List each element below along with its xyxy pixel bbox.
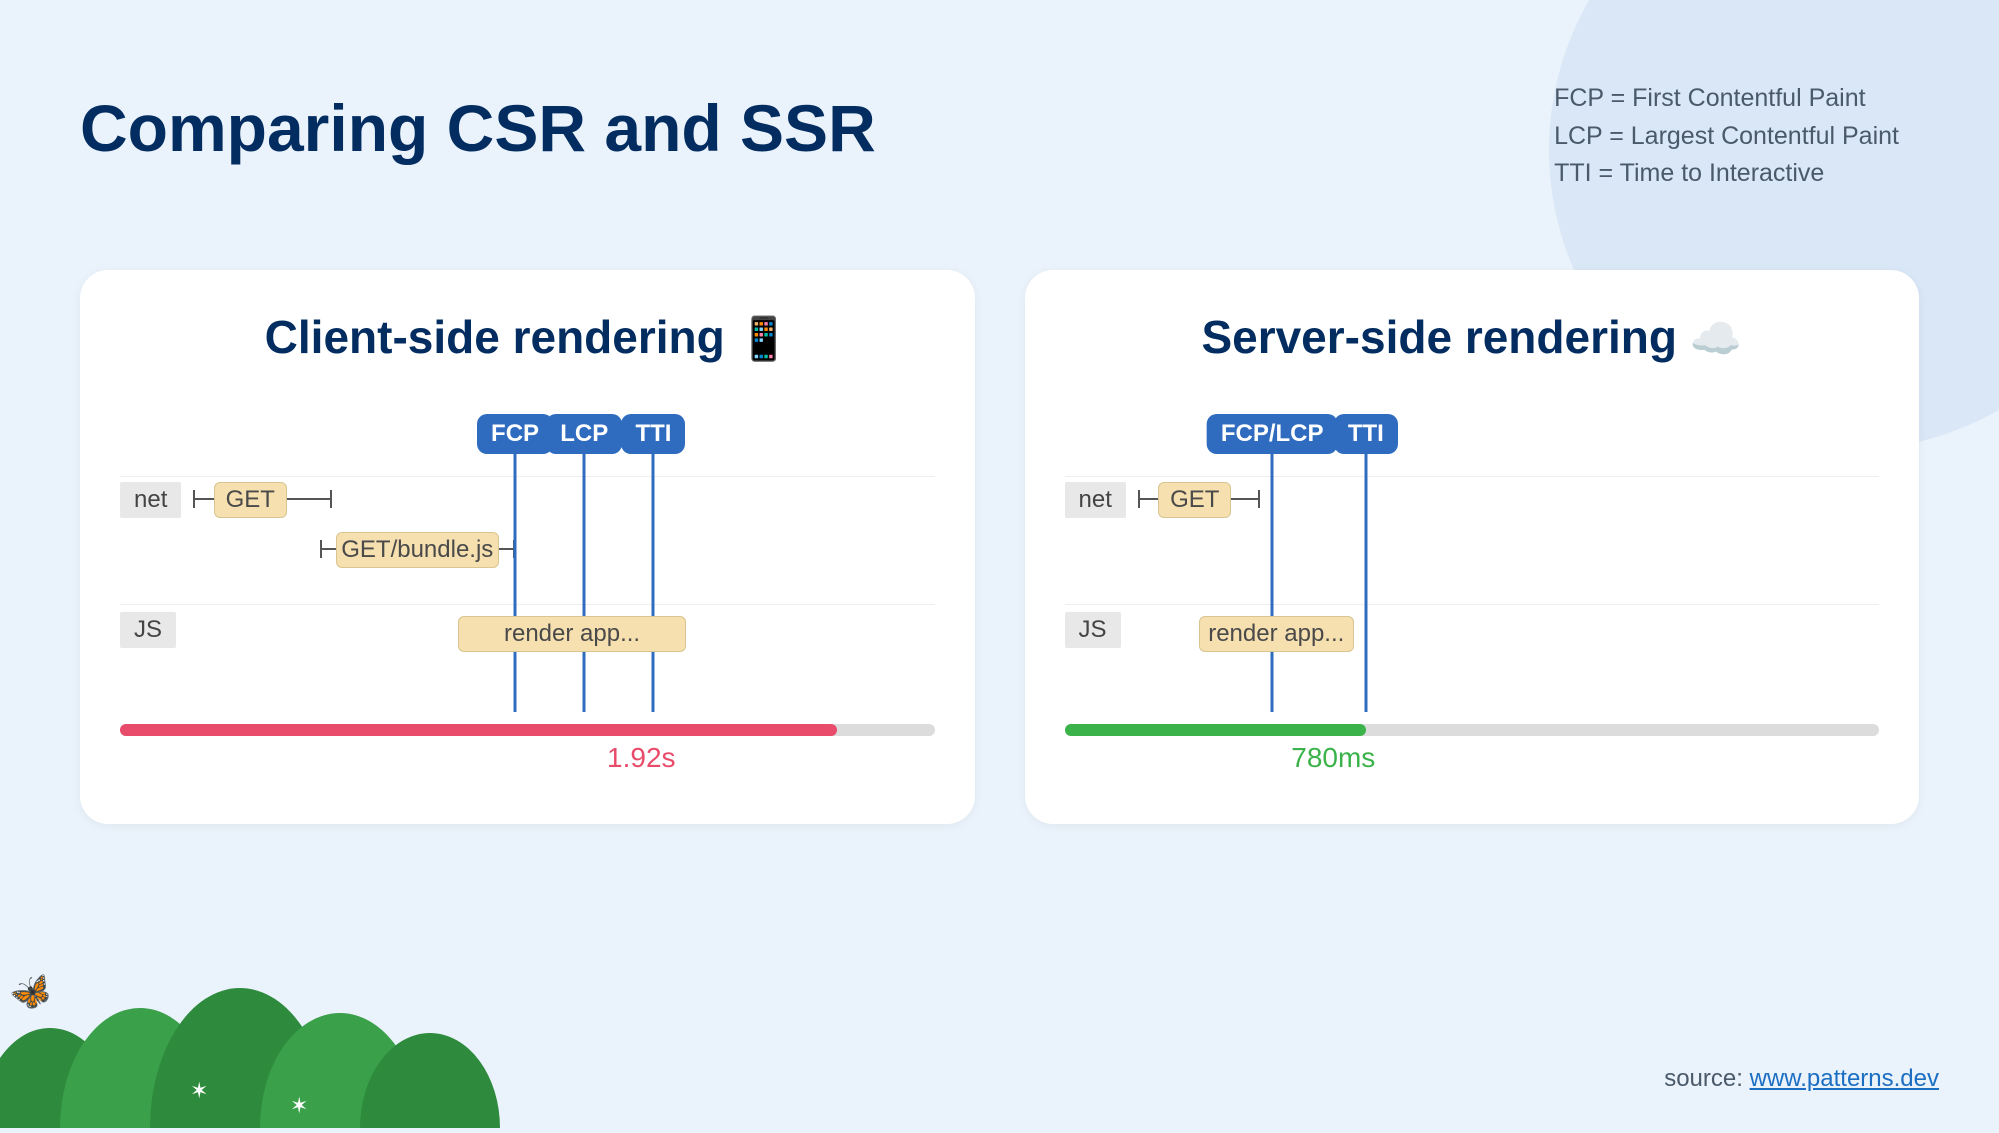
metric-vline: [1271, 454, 1274, 712]
csr-progress-fill: [120, 724, 837, 736]
tti-badge: TTI: [1334, 414, 1398, 454]
ssr-title-text: Server-side rendering: [1201, 311, 1677, 363]
fcp-lcp-badge: FCP/LCP: [1207, 414, 1338, 454]
legend: FCP = First Contentful Paint LCP = Large…: [1554, 80, 1899, 193]
ssr-progress-track: [1065, 724, 1880, 736]
decorative-bushes: ✶ ✶: [0, 968, 510, 1133]
legend-tti: TTI = Time to Interactive: [1554, 155, 1899, 193]
divider: [120, 476, 935, 477]
tti-badge: TTI: [621, 414, 685, 454]
csr-progress-track: [120, 724, 935, 736]
phone-icon: 📱: [738, 315, 790, 362]
metric-vline: [652, 454, 655, 712]
ssr-panel: Server-side rendering ☁️ net JS FCP/LCPT…: [1025, 270, 1920, 824]
ssr-title: Server-side rendering ☁️: [1065, 310, 1880, 364]
ssr-get-task: GET: [1158, 482, 1231, 518]
csr-title-text: Client-side rendering: [265, 311, 725, 363]
ssr-chart: net JS FCP/LCPTTI GET render app... 780m…: [1065, 394, 1880, 714]
legend-fcp: FCP = First Contentful Paint: [1554, 80, 1899, 118]
cloud-icon: ☁️: [1690, 315, 1742, 362]
csr-render-task: render app...: [458, 616, 686, 652]
page-title: Comparing CSR and SSR: [80, 90, 876, 166]
lcp-badge: LCP: [546, 414, 622, 454]
source-attribution: source: www.patterns.dev: [1664, 1065, 1939, 1093]
source-link[interactable]: www.patterns.dev: [1750, 1065, 1939, 1092]
csr-title: Client-side rendering 📱: [120, 310, 935, 364]
legend-lcp: LCP = Largest Contentful Paint: [1554, 118, 1899, 156]
csr-get-task: GET: [214, 482, 287, 518]
csr-panel: Client-side rendering 📱 net JS FCPLCPTTI…: [80, 270, 975, 824]
ssr-progress-fill: [1065, 724, 1366, 736]
source-prefix: source:: [1664, 1065, 1749, 1092]
net-row-label: net: [120, 482, 181, 518]
net-row-label: net: [1065, 482, 1126, 518]
csr-chart: net JS FCPLCPTTI GET GET/bundle.js rende…: [120, 394, 935, 714]
js-row-label: JS: [1065, 612, 1121, 648]
ssr-time-label: 780ms: [1291, 742, 1375, 774]
ssr-render-task: render app...: [1199, 616, 1354, 652]
panels-container: Client-side rendering 📱 net JS FCPLCPTTI…: [80, 270, 1919, 824]
divider: [1065, 604, 1880, 605]
csr-time-label: 1.92s: [607, 742, 676, 774]
csr-bundle-task: GET/bundle.js: [336, 532, 499, 568]
js-row-label: JS: [120, 612, 176, 648]
divider: [120, 604, 935, 605]
metric-vline: [1364, 454, 1367, 712]
fcp-badge: FCP: [477, 414, 553, 454]
svg-text:✶: ✶: [290, 1093, 308, 1118]
metric-vline: [583, 454, 586, 712]
divider: [1065, 476, 1880, 477]
svg-text:✶: ✶: [190, 1078, 208, 1103]
metric-vline: [514, 454, 517, 712]
